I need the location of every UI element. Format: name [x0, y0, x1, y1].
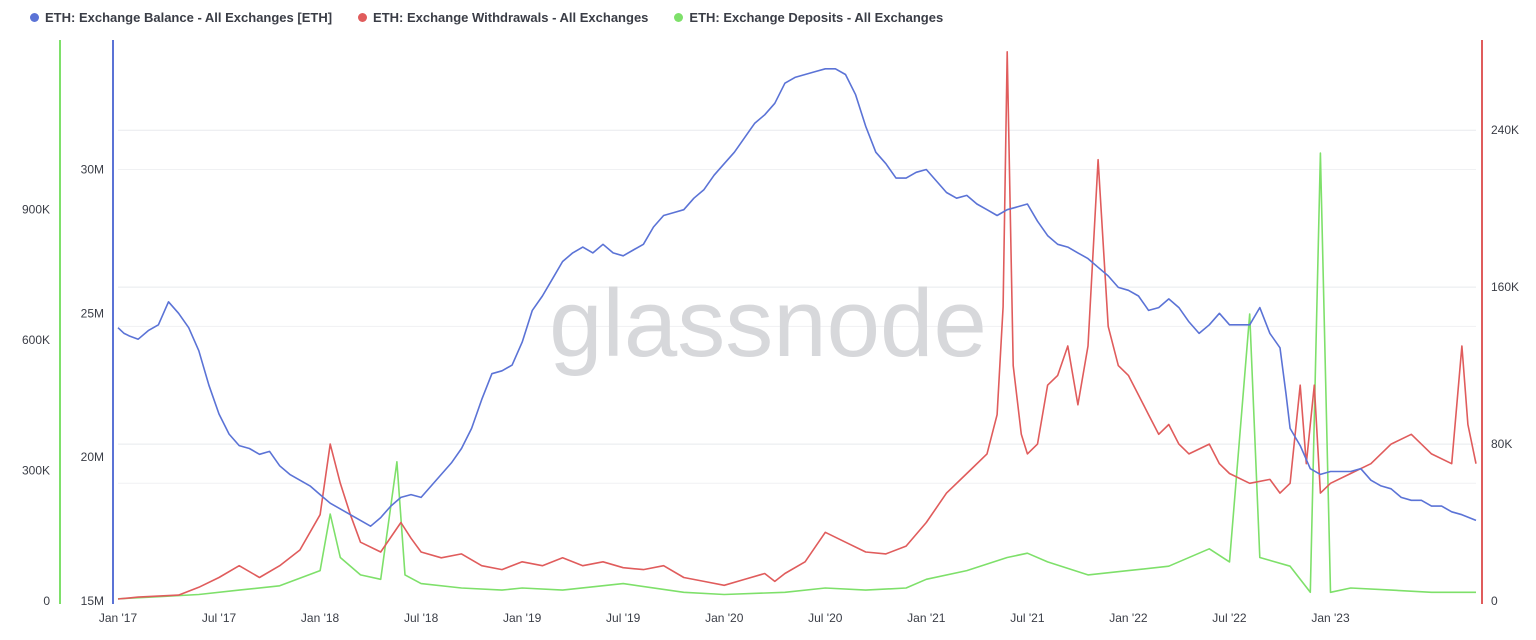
deposits-tick-label: 0	[43, 594, 50, 608]
x-tick-label: Jan '19	[503, 611, 542, 625]
x-tick-label: Jan '17	[99, 611, 138, 625]
withdrawals-tick-label: 80K	[1491, 437, 1512, 451]
series-line-deposits	[117, 152, 1476, 600]
x-tick-label: Jul '19	[606, 611, 641, 625]
balance-tick-label: 15M	[81, 594, 104, 608]
legend-dot-balance	[30, 13, 39, 22]
withdrawals-tick-label: 160K	[1491, 280, 1519, 294]
balance-tick-label: 20M	[81, 450, 104, 464]
x-tick-label: Jan '20	[705, 611, 744, 625]
x-tick-label: Jul '20	[808, 611, 843, 625]
withdrawals-tick-label: 240K	[1491, 123, 1519, 137]
x-tick-label: Jan '21	[907, 611, 946, 625]
legend-label-withdrawals: ETH: Exchange Withdrawals - All Exchange…	[373, 10, 649, 25]
deposits-tick-label: 600K	[22, 333, 50, 347]
x-tick-label: Jul '17	[202, 611, 237, 625]
series-layer	[117, 51, 1477, 600]
tick-layer: Jan '17 Jul '17 Jan '18 Jul '18 Jan '19 Jul '…	[22, 123, 1519, 625]
legend-label-deposits: ETH: Exchange Deposits - All Exchanges	[689, 10, 944, 25]
legend-dot-withdrawals	[358, 13, 368, 22]
series-line-balance	[117, 68, 1477, 527]
x-tick-label: Jul '18	[404, 611, 439, 625]
watermark: glassnode	[549, 270, 987, 377]
legend: ETH: Exchange Balance - All Exchanges [E…	[30, 10, 943, 25]
withdrawals-tick-label: 0	[1491, 594, 1498, 608]
x-tick-label: Jan '22	[1109, 611, 1148, 625]
legend-item-withdrawals[interactable]: ETH: Exchange Withdrawals - All Exchange…	[358, 10, 648, 25]
deposits-tick-label: 300K	[22, 464, 50, 478]
axis-lines	[59, 40, 1483, 604]
legend-label-balance: ETH: Exchange Balance - All Exchanges [E…	[45, 10, 333, 25]
series-line-withdrawals	[117, 51, 1477, 600]
balance-tick-label: 30M	[81, 162, 104, 176]
legend-item-deposits[interactable]: ETH: Exchange Deposits - All Exchanges	[674, 10, 943, 25]
deposits-tick-label: 900K	[22, 203, 50, 217]
balance-tick-label: 25M	[81, 306, 104, 320]
x-tick-label: Jan '18	[301, 611, 340, 625]
legend-dot-deposits	[674, 13, 684, 22]
legend-item-balance[interactable]: ETH: Exchange Balance - All Exchanges [E…	[30, 10, 332, 25]
x-tick-label: Jan '23	[1311, 611, 1350, 625]
x-tick-label: Jul '22	[1212, 611, 1247, 625]
x-tick-label: Jul '21	[1010, 611, 1045, 625]
